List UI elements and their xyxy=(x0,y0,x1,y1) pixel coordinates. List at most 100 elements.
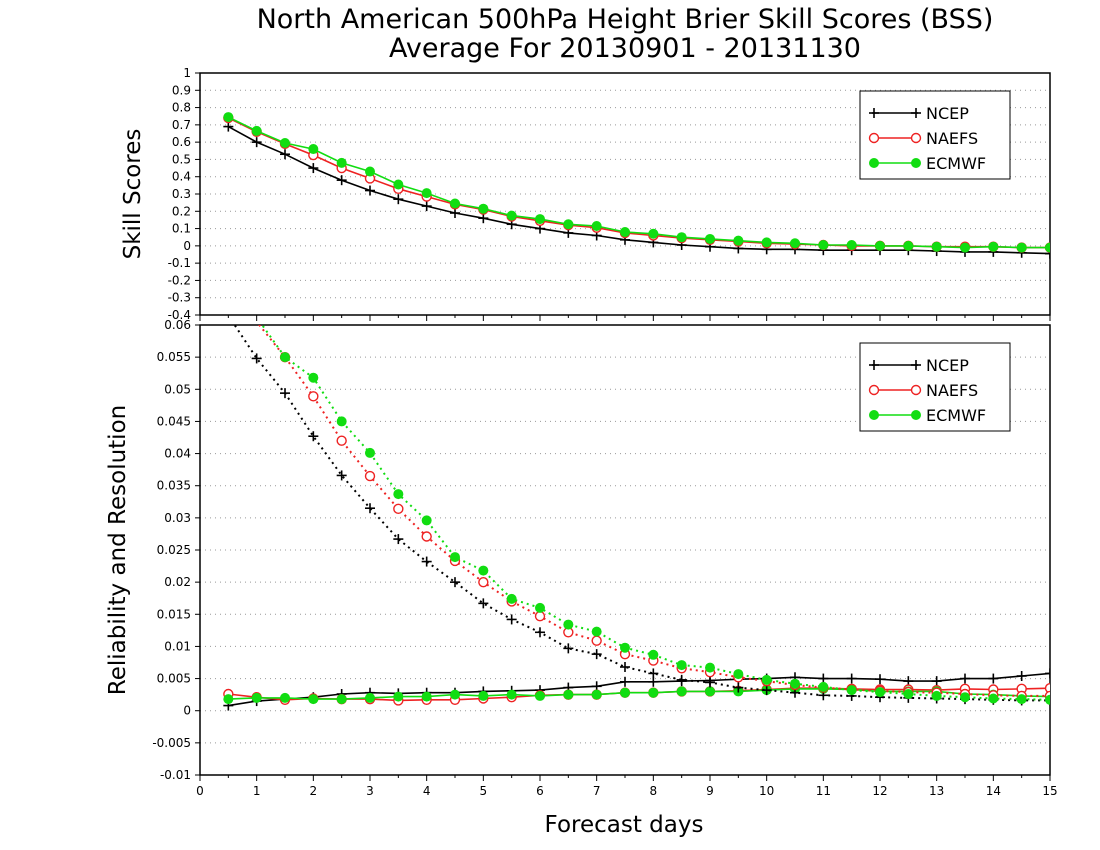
legend-label-ncep: NCEP xyxy=(926,356,969,375)
series-ecmwf-dotted-point xyxy=(988,693,999,704)
series-ecmwf-dotted-point xyxy=(931,690,942,701)
series-ecmwf-point xyxy=(251,692,262,703)
series-ecmwf-dotted-point xyxy=(1045,694,1050,705)
series-ecmwf-point xyxy=(563,219,574,230)
series-ncep-dotted-point xyxy=(421,556,432,567)
top-y-tick-label: -0.2 xyxy=(168,273,191,287)
series-naefs-dotted-point xyxy=(478,576,489,588)
series-ecmwf-point xyxy=(535,690,545,701)
series-ecmwf-dotted-point xyxy=(506,593,517,604)
bottom-legend xyxy=(859,342,1011,432)
series-ecmwf-point xyxy=(450,198,460,209)
series-ecmwf-dotted-point xyxy=(960,692,970,703)
series-ecmwf-point xyxy=(506,210,517,221)
legend-label-ecmwf: ECMWF xyxy=(926,154,986,173)
series-ncep-dotted-point xyxy=(280,388,290,399)
series-ecmwf-dotted-point xyxy=(705,662,715,673)
series-ecmwf-dotted-point xyxy=(421,515,432,526)
series-ncep-dotted-point xyxy=(620,662,630,672)
series-ecmwf-dotted-point xyxy=(336,416,347,427)
top-y-tick-label: 0.9 xyxy=(172,83,191,97)
series-ecmwf-point xyxy=(251,125,262,136)
top-y-tick-label: 1 xyxy=(183,66,191,80)
top-panel: -0.4 -0.3 -0.2 -0.1 0 0.1 0.2 0.3 0.4 0.5 0.6 0.7 0.… xyxy=(120,66,1051,322)
series-ecmwf-dotted-point xyxy=(393,489,404,500)
top-y-tick-label: 0.2 xyxy=(172,204,191,218)
legend-marker-ncep xyxy=(911,108,921,118)
series-ncep-dotted-point xyxy=(393,534,404,545)
series-ecmwf-point xyxy=(705,233,715,244)
series-ncep-dotted-point xyxy=(535,627,545,638)
series-ecmwf-dotted-point xyxy=(903,689,914,699)
series-ecmwf-point xyxy=(705,686,715,697)
series-ncep-point xyxy=(846,673,857,684)
series-ecmwf-point xyxy=(280,692,290,703)
series-ecmwf-point xyxy=(223,694,234,705)
series-ecmwf-point xyxy=(336,694,347,705)
series-naefs-dotted-point xyxy=(308,391,319,402)
bottom-y-tick-label: 0.045 xyxy=(157,414,191,428)
series-ncep-point xyxy=(393,194,404,205)
bottom-y-tick-label: 0 xyxy=(183,704,191,718)
bottom-y-tick-label: 0.04 xyxy=(164,447,191,461)
series-ncep-point xyxy=(365,185,375,196)
series-ncep-dotted-point xyxy=(308,431,319,442)
series-ecmwf-point xyxy=(591,689,602,700)
series-ecmwf-point xyxy=(620,687,630,698)
series-ecmwf-point xyxy=(478,690,489,701)
legend-marker-ecmwf xyxy=(869,158,879,168)
x-tick-label: 4 xyxy=(423,784,431,798)
series-ecmwf-dotted-point xyxy=(846,685,857,696)
top-legend xyxy=(859,90,1011,180)
series-naefs-dotted-point xyxy=(591,635,602,646)
series-ecmwf-dotted-point xyxy=(875,687,885,698)
series-ecmwf-point xyxy=(903,240,914,251)
series-ncep-dotted-point xyxy=(761,685,772,696)
series-ecmwf-dotted-point xyxy=(761,674,772,685)
bottom-y-tick-label: 0.035 xyxy=(157,479,191,493)
series-ecmwf-dotted-point xyxy=(591,626,602,637)
series-ecmwf-point xyxy=(421,188,432,199)
x-tick-label: 10 xyxy=(759,784,774,798)
series-ncep-dotted-point xyxy=(251,353,262,364)
series-ecmwf-point xyxy=(365,692,375,703)
series-ncep-point xyxy=(1045,248,1050,259)
legend-label-ncep: NCEP xyxy=(926,104,969,123)
bottom-y-tick-label: 0.025 xyxy=(157,543,191,557)
top-y-tick-label: 0.1 xyxy=(172,222,191,236)
bottom-y-tick-label: 0.02 xyxy=(164,575,191,589)
series-ncep-dotted-point xyxy=(648,668,659,679)
series-ecmwf-point xyxy=(620,227,630,238)
series-ecmwf-point xyxy=(563,689,574,700)
series-ecmwf-point xyxy=(591,220,602,231)
legend-marker-ncep xyxy=(869,108,879,118)
top-y-tick-label: -0.3 xyxy=(168,291,191,305)
top-y-tick-label: 0.5 xyxy=(172,152,191,166)
bottom-y-tick-label: 0.055 xyxy=(157,350,191,364)
series-ecmwf-point xyxy=(648,228,659,239)
series-ecmwf-point xyxy=(931,241,942,252)
series-ecmwf-point xyxy=(365,166,375,177)
series-ecmwf-dotted-point xyxy=(648,649,659,660)
series-ncep-point xyxy=(1045,668,1050,679)
x-tick-label: 8 xyxy=(650,784,658,798)
series-ncep-point xyxy=(931,676,942,687)
bottom-y-tick-label: 0.01 xyxy=(164,639,191,653)
x-tick-label: 7 xyxy=(593,784,601,798)
series-ecmwf-dotted-point xyxy=(1016,694,1027,705)
series-ecmwf-dotted-point xyxy=(365,447,375,458)
series-ncep-dotted-point xyxy=(336,470,347,481)
series-ecmwf-point xyxy=(676,686,687,697)
chart-title: North American 500hPa Height Brier Skill… xyxy=(257,4,994,35)
legend-label-naefs: NAEFS xyxy=(926,129,978,148)
series-ncep-point xyxy=(818,673,829,684)
series-naefs-dotted-line xyxy=(257,325,1050,697)
x-tick-label: 14 xyxy=(986,784,1001,798)
series-ecmwf-point xyxy=(421,691,432,702)
x-tick-label: 0 xyxy=(196,784,204,798)
series-ncep-point xyxy=(648,676,659,687)
series-ecmwf-dotted-point xyxy=(308,372,319,383)
top-y-axis-label: Skill Scores xyxy=(120,129,146,260)
series-ncep-dotted-point xyxy=(365,503,375,514)
legend-marker-naefs xyxy=(910,132,922,144)
